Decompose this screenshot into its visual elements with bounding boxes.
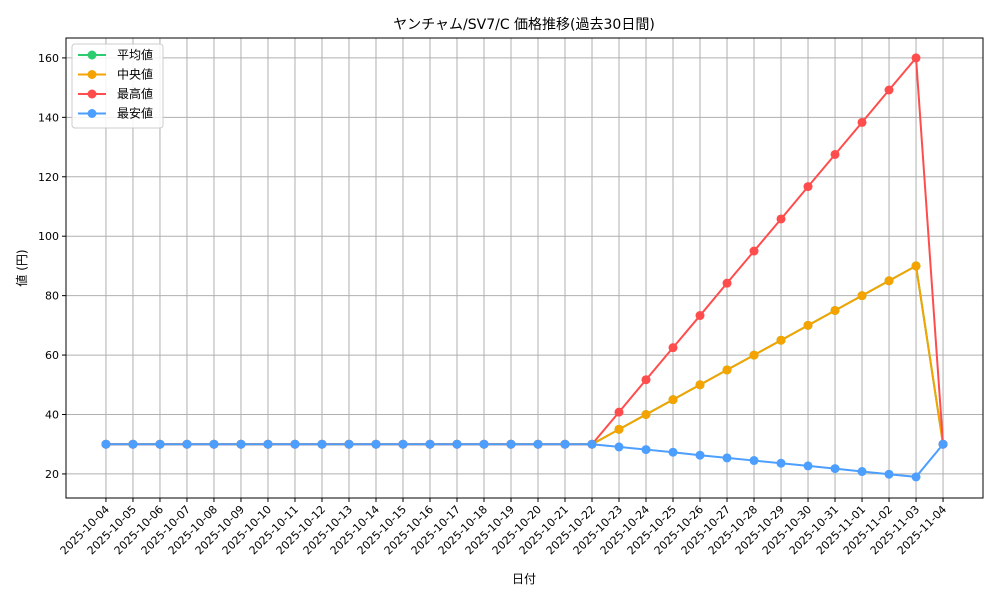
data-point xyxy=(182,439,192,449)
data-point xyxy=(857,117,867,127)
y-tick-label: 40 xyxy=(45,408,59,421)
y-tick-label: 60 xyxy=(45,349,59,362)
y-tick-label: 80 xyxy=(45,290,59,303)
y-tick-label: 20 xyxy=(45,468,59,481)
legend-label: 平均値 xyxy=(117,47,153,62)
data-point xyxy=(317,439,327,449)
data-point xyxy=(695,311,705,321)
data-point xyxy=(857,291,867,301)
data-point xyxy=(641,375,651,385)
data-point xyxy=(587,439,597,449)
data-point xyxy=(290,439,300,449)
series-3 xyxy=(101,439,948,482)
series-layer xyxy=(101,53,948,482)
legend-box xyxy=(71,43,164,129)
data-point xyxy=(533,439,543,449)
data-point xyxy=(668,395,678,405)
data-point xyxy=(749,456,759,466)
data-point xyxy=(209,439,219,449)
legend-marker xyxy=(87,89,97,99)
y-tick-label: 120 xyxy=(38,171,59,184)
data-point xyxy=(911,261,921,271)
data-point xyxy=(425,439,435,449)
y-axis-label: 値 (円) xyxy=(14,249,29,286)
y-tick-label: 140 xyxy=(38,111,59,124)
data-point xyxy=(614,442,624,452)
data-point xyxy=(641,409,651,419)
data-point xyxy=(830,305,840,315)
y-axis: 20 40 60 80 100 120 140 160 xyxy=(38,52,66,481)
data-point xyxy=(452,439,462,449)
legend-label: 中央値 xyxy=(117,67,153,82)
data-point xyxy=(803,320,813,330)
data-point xyxy=(506,439,516,449)
legend-marker xyxy=(87,70,97,79)
legend-marker xyxy=(87,109,97,118)
data-point xyxy=(155,439,165,449)
data-point xyxy=(830,149,840,159)
series-line xyxy=(105,443,944,478)
legend-label: 最高値 xyxy=(117,86,153,101)
data-point xyxy=(614,407,624,417)
series-2 xyxy=(101,53,948,449)
data-point xyxy=(830,464,840,474)
y-tick-label: 160 xyxy=(38,52,59,65)
data-point xyxy=(803,461,813,471)
data-point xyxy=(884,276,894,286)
y-tick-label: 100 xyxy=(38,230,59,243)
data-point xyxy=(938,439,948,449)
data-point xyxy=(560,439,570,449)
data-point xyxy=(371,439,381,449)
data-point xyxy=(344,439,354,449)
data-point xyxy=(911,53,921,63)
data-point xyxy=(236,439,246,449)
data-point xyxy=(641,445,651,455)
data-point xyxy=(128,439,138,449)
data-point xyxy=(722,453,732,463)
data-point xyxy=(776,214,786,224)
data-point xyxy=(614,424,624,434)
data-point xyxy=(263,439,273,449)
plot-frame xyxy=(65,37,984,499)
data-point xyxy=(884,469,894,479)
data-point xyxy=(398,439,408,449)
data-point xyxy=(695,450,705,460)
data-point xyxy=(749,246,759,256)
data-point xyxy=(884,85,894,95)
data-point xyxy=(722,278,732,288)
chart-title: ヤンチャム/SV7/C 価格推移(過去30日間) xyxy=(393,17,655,33)
x-axis: 2025-10-042025-10-052025-10-062025-10-07… xyxy=(58,498,949,557)
legend-label: 最安値 xyxy=(117,106,153,121)
data-point xyxy=(776,335,786,345)
data-point xyxy=(722,365,732,375)
data-point xyxy=(803,182,813,192)
data-point xyxy=(749,350,759,360)
data-point xyxy=(911,472,921,482)
data-point xyxy=(668,343,678,353)
data-point xyxy=(479,439,489,449)
legend-marker xyxy=(87,50,97,60)
grid xyxy=(66,38,983,498)
data-point xyxy=(857,467,867,477)
series-line xyxy=(105,55,945,446)
data-point xyxy=(776,458,786,468)
data-point xyxy=(101,439,111,449)
x-axis-label: 日付 xyxy=(512,572,536,586)
data-point xyxy=(695,380,705,390)
data-point xyxy=(668,447,678,457)
